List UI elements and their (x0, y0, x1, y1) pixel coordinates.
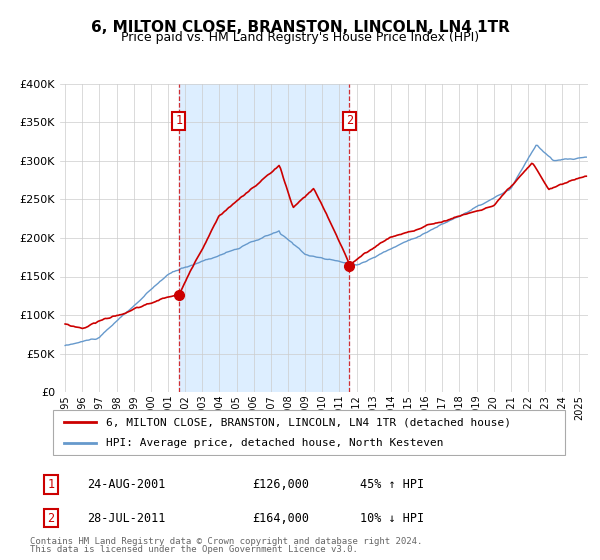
Text: 2: 2 (346, 114, 353, 128)
Text: 6, MILTON CLOSE, BRANSTON, LINCOLN, LN4 1TR (detached house): 6, MILTON CLOSE, BRANSTON, LINCOLN, LN4 … (106, 417, 511, 427)
Text: 1: 1 (175, 114, 182, 128)
Text: HPI: Average price, detached house, North Kesteven: HPI: Average price, detached house, Nort… (106, 438, 443, 448)
Text: Price paid vs. HM Land Registry's House Price Index (HPI): Price paid vs. HM Land Registry's House … (121, 31, 479, 44)
Text: 10% ↓ HPI: 10% ↓ HPI (360, 511, 424, 525)
Text: Contains HM Land Registry data © Crown copyright and database right 2024.: Contains HM Land Registry data © Crown c… (30, 537, 422, 546)
Text: This data is licensed under the Open Government Licence v3.0.: This data is licensed under the Open Gov… (30, 545, 358, 554)
FancyBboxPatch shape (53, 410, 565, 455)
Text: 45% ↑ HPI: 45% ↑ HPI (360, 478, 424, 491)
Text: 24-AUG-2001: 24-AUG-2001 (87, 478, 166, 491)
Text: £126,000: £126,000 (252, 478, 309, 491)
Text: £164,000: £164,000 (252, 511, 309, 525)
Text: 6, MILTON CLOSE, BRANSTON, LINCOLN, LN4 1TR: 6, MILTON CLOSE, BRANSTON, LINCOLN, LN4 … (91, 20, 509, 35)
Text: 2: 2 (47, 511, 55, 525)
Text: 1: 1 (47, 478, 55, 491)
Text: 28-JUL-2011: 28-JUL-2011 (87, 511, 166, 525)
Bar (179, 84, 349, 392)
